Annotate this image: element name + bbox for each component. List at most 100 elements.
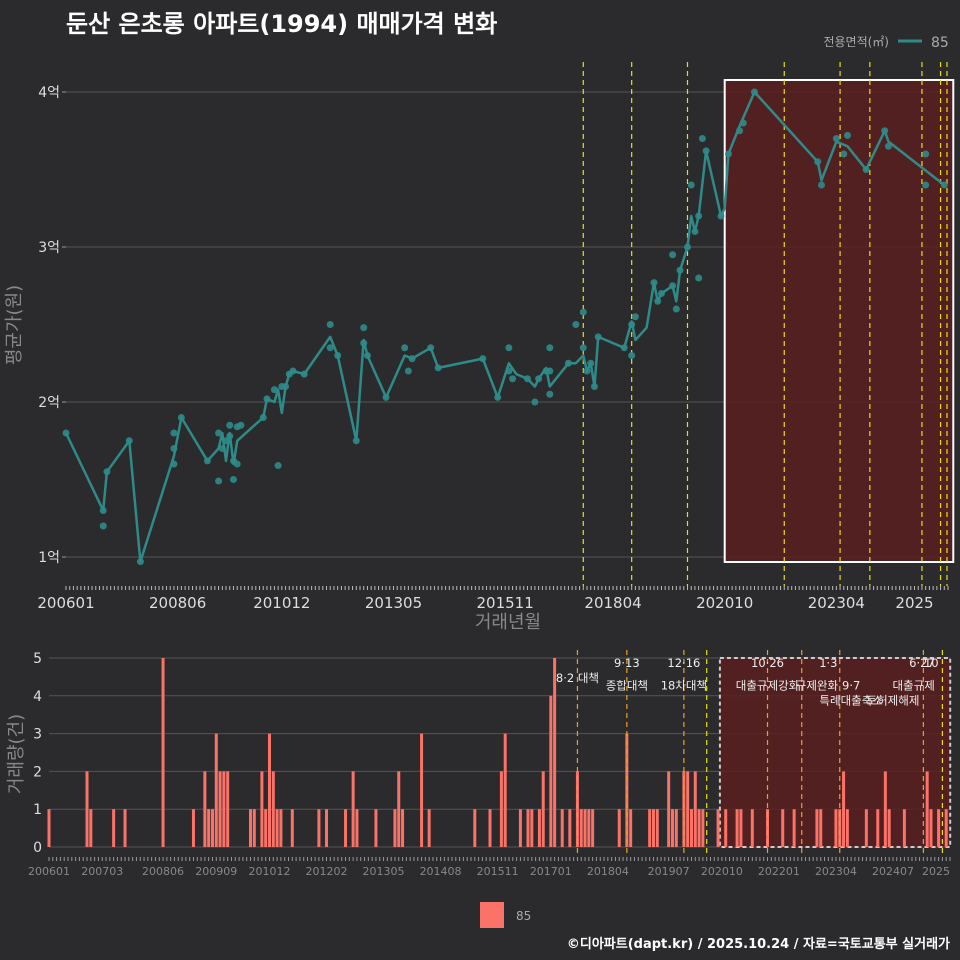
volume-bar: [864, 809, 868, 847]
volume-bar: [207, 809, 211, 847]
bars: [47, 658, 948, 847]
transaction-point: [270, 386, 278, 394]
volume-bar: [271, 771, 275, 847]
volume-bar: [819, 809, 823, 847]
volume-bar: [374, 809, 378, 847]
x-tick-label: 200601: [37, 594, 94, 612]
transaction-point: [631, 313, 639, 321]
volume-bar: [473, 809, 477, 847]
x-tick-label: 2025: [895, 594, 933, 612]
transaction-point: [672, 305, 680, 313]
x-axis-label: 거래년월: [475, 612, 541, 633]
transaction-point: [334, 352, 342, 359]
transaction-point: [170, 460, 178, 468]
volume-bar: [792, 809, 796, 847]
transaction-point: [363, 352, 371, 359]
transaction-point: [523, 375, 531, 383]
volume-bar: [279, 809, 283, 847]
volume-bar: [925, 771, 929, 847]
volume-bar: [191, 809, 195, 847]
transaction-point: [263, 395, 271, 403]
volume-bar: [89, 809, 93, 847]
transaction-point: [215, 429, 223, 437]
transaction-point: [326, 344, 334, 352]
policy-annotation: 1·3: [819, 656, 837, 670]
transaction-point: [669, 282, 677, 290]
volume-bar: [838, 809, 842, 847]
transaction-point: [736, 127, 744, 135]
volume-bar: [488, 809, 492, 847]
x-tick-label-volume: 202407: [872, 865, 914, 878]
x-tick-label-volume: 202201: [758, 865, 800, 878]
x-tick-label-volume: 201907: [648, 865, 690, 878]
y-tick-label-volume: 5: [33, 651, 42, 667]
volume-bar: [420, 733, 424, 847]
volume-bar: [887, 809, 891, 847]
volume-bar: [929, 809, 933, 847]
volume-bar: [697, 809, 701, 847]
volume-bar: [553, 658, 557, 847]
x-tick-label: 201305: [365, 594, 422, 612]
transaction-point: [505, 367, 513, 375]
volume-bar: [579, 809, 583, 847]
transaction-point: [817, 181, 825, 189]
transaction-point: [427, 344, 435, 352]
transaction-point: [352, 437, 360, 445]
volume-bar: [766, 809, 770, 847]
x-tick-label: 201511: [477, 594, 534, 612]
transaction-point: [940, 181, 948, 189]
volume-bar: [689, 809, 693, 847]
legend-bar-swatch: [480, 902, 504, 928]
x-tick-label-volume: 201305: [363, 865, 405, 878]
transaction-point: [628, 352, 636, 359]
x-tick-marks: [65, 586, 949, 590]
transaction-point: [840, 150, 848, 158]
volume-bar: [655, 809, 659, 847]
y-tick-label-volume: 0: [33, 840, 42, 856]
transaction-point: [103, 468, 111, 476]
volume-bar: [937, 809, 941, 847]
volume-bar: [260, 771, 264, 847]
volume-bar: [226, 771, 230, 847]
volume-bar: [427, 809, 431, 847]
legend-bottom: 85: [480, 902, 531, 928]
volume-bar: [750, 809, 754, 847]
volume-bar: [530, 809, 534, 847]
transaction-point: [844, 131, 852, 139]
volume-bar: [883, 771, 887, 847]
x-tick-label-volume: 200806: [142, 865, 184, 878]
volume-bar: [267, 733, 271, 847]
x-tick-label: 200806: [149, 594, 206, 612]
transaction-point: [360, 339, 368, 347]
transaction-point: [274, 462, 282, 470]
bar-plot-area: 0 1 2 3 4 5 8·2 대책 9·13 종합대책 12·16 18차대책 10·26 대출규제강…: [28, 650, 952, 878]
x-tick-label: 202304: [808, 594, 865, 612]
x-tick-label-volume: 201012: [248, 865, 290, 878]
policy-annotation: 특례대출축소: [819, 694, 882, 708]
volume-bar: [526, 809, 530, 847]
transaction-point: [99, 507, 107, 514]
chart-title: 둔산 은초롱 아파트(1994) 매매가격 변화: [66, 10, 498, 38]
policy-annotation: 10: [924, 656, 939, 670]
volume-bar: [735, 809, 739, 847]
transaction-point: [226, 421, 234, 429]
transaction-point: [695, 274, 703, 282]
volume-bar: [648, 809, 652, 847]
transaction-point: [177, 414, 185, 421]
x-tick-label-volume: 200703: [81, 865, 123, 878]
volume-bar: [123, 809, 127, 847]
x-tick-label-volume: 202010: [701, 865, 743, 878]
highlight-box: [723, 79, 955, 563]
transaction-point: [702, 147, 710, 155]
x-tick-label-volume: 2025: [922, 865, 950, 878]
x-tick-label: 202010: [696, 594, 753, 612]
policy-annotation: 18차대책: [661, 678, 707, 692]
volume-bar: [518, 809, 522, 847]
volume-bar: [667, 771, 671, 847]
volume-bar: [701, 809, 705, 847]
volume-bar: [344, 809, 348, 847]
y-axis-label-volume: 거래량(건): [6, 714, 27, 794]
policy-annotation: 대출규제: [892, 678, 934, 692]
volume-bar: [264, 809, 268, 847]
volume-bar-chart: 거래량(건) 85 0 1 2 3 4 5 8·2 대책 9·13 종합대책 12·16 18차대책…: [6, 650, 952, 928]
